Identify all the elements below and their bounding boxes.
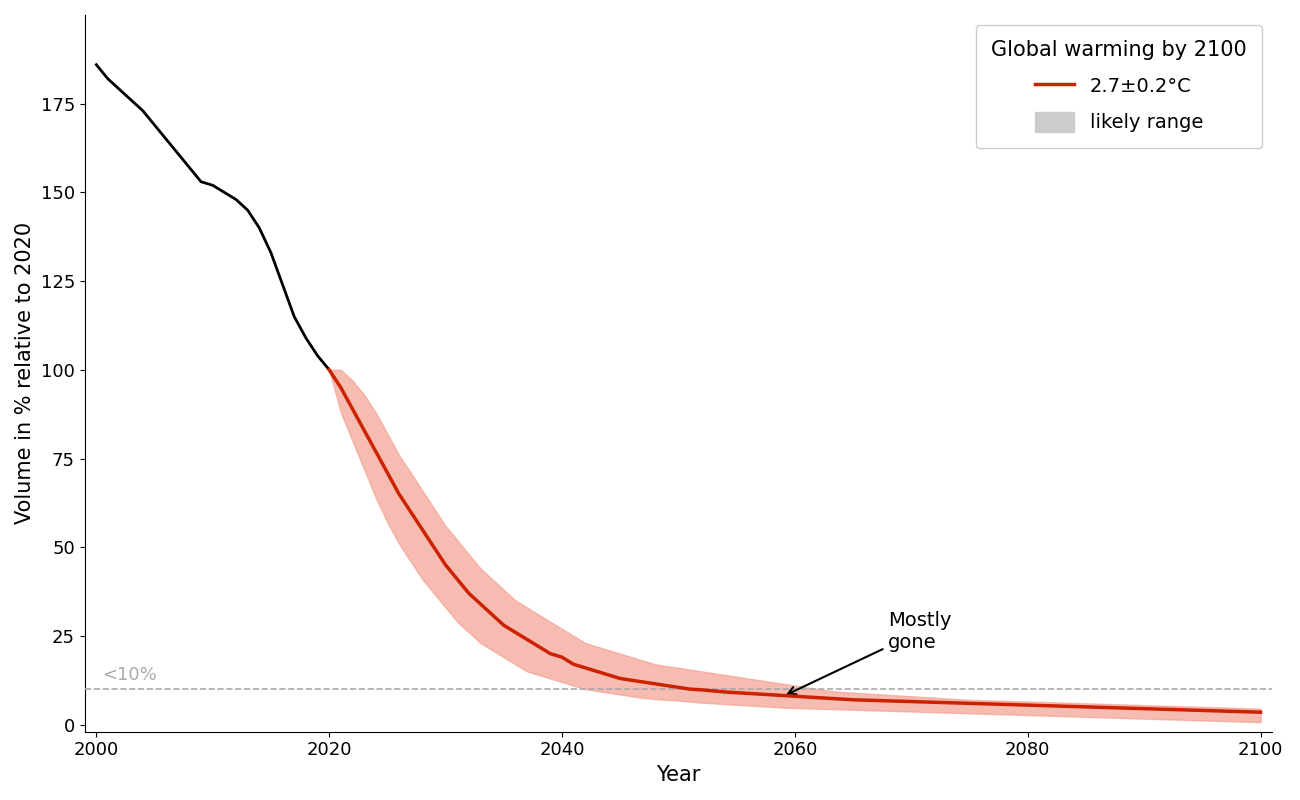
Y-axis label: Volume in % relative to 2020: Volume in % relative to 2020 <box>16 222 35 525</box>
X-axis label: Year: Year <box>656 765 701 785</box>
Text: <10%: <10% <box>103 666 157 684</box>
Text: Mostly
gone: Mostly gone <box>788 611 952 694</box>
Legend: 2.7±0.2°C, likely range: 2.7±0.2°C, likely range <box>975 25 1262 148</box>
